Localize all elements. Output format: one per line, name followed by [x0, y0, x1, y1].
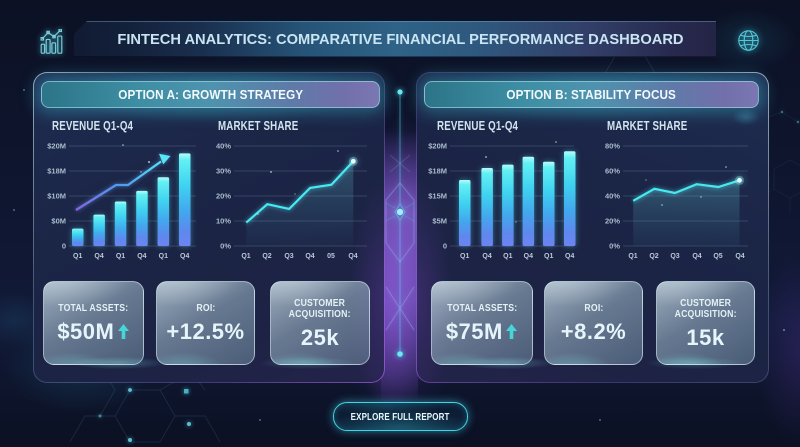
- svg-text:Q4: Q4: [565, 253, 574, 260]
- svg-text:Q4: Q4: [180, 253, 189, 260]
- svg-text:Q1: Q1: [460, 253, 469, 260]
- svg-text:Q1: Q1: [503, 253, 512, 260]
- svg-text:60%: 60%: [605, 167, 620, 176]
- svg-text:0%: 0%: [609, 242, 620, 251]
- svg-text:Q1: Q1: [628, 253, 637, 260]
- svg-text:40%: 40%: [216, 142, 231, 151]
- svg-text:Q4: Q4: [305, 253, 314, 260]
- svg-text:80%: 80%: [605, 142, 620, 151]
- svg-text:40%: 40%: [605, 192, 620, 201]
- svg-text:Q3: Q3: [670, 253, 679, 260]
- svg-text:10%: 10%: [216, 217, 231, 226]
- svg-text:$0M: $0M: [51, 217, 66, 226]
- svg-text:20%: 20%: [605, 217, 620, 226]
- svg-text:Q4: Q4: [137, 253, 146, 260]
- svg-text:Q5: Q5: [713, 253, 722, 260]
- svg-text:Q4: Q4: [94, 253, 103, 260]
- svg-text:$15M: $15M: [428, 192, 447, 201]
- svg-text:Q4: Q4: [482, 253, 491, 260]
- svg-text:Q4: Q4: [524, 253, 533, 260]
- svg-text:$20M: $20M: [428, 142, 447, 151]
- svg-text:0%: 0%: [220, 242, 231, 251]
- svg-text:Q4: Q4: [735, 253, 744, 260]
- svg-text:$10M: $10M: [47, 192, 66, 201]
- svg-text:$5M: $5M: [432, 217, 447, 226]
- svg-text:Q2: Q2: [649, 253, 658, 260]
- svg-text:Q1: Q1: [116, 253, 125, 260]
- svg-text:0: 0: [443, 242, 447, 251]
- svg-text:Q1: Q1: [544, 253, 553, 260]
- svg-text:0: 0: [62, 242, 66, 251]
- svg-text:$18M: $18M: [47, 167, 66, 176]
- svg-text:Q3: Q3: [284, 253, 293, 260]
- svg-text:$20M: $20M: [47, 142, 66, 151]
- svg-text:Q2: Q2: [262, 253, 271, 260]
- svg-text:05: 05: [327, 253, 335, 260]
- svg-text:Q4: Q4: [692, 253, 701, 260]
- svg-text:Q1: Q1: [159, 253, 168, 260]
- svg-text:30%: 30%: [216, 167, 231, 176]
- svg-text:$18M: $18M: [428, 167, 447, 176]
- svg-text:Q1: Q1: [73, 253, 82, 260]
- svg-text:Q1: Q1: [241, 253, 250, 260]
- svg-text:Q4: Q4: [348, 253, 357, 260]
- svg-text:20%: 20%: [216, 192, 231, 201]
